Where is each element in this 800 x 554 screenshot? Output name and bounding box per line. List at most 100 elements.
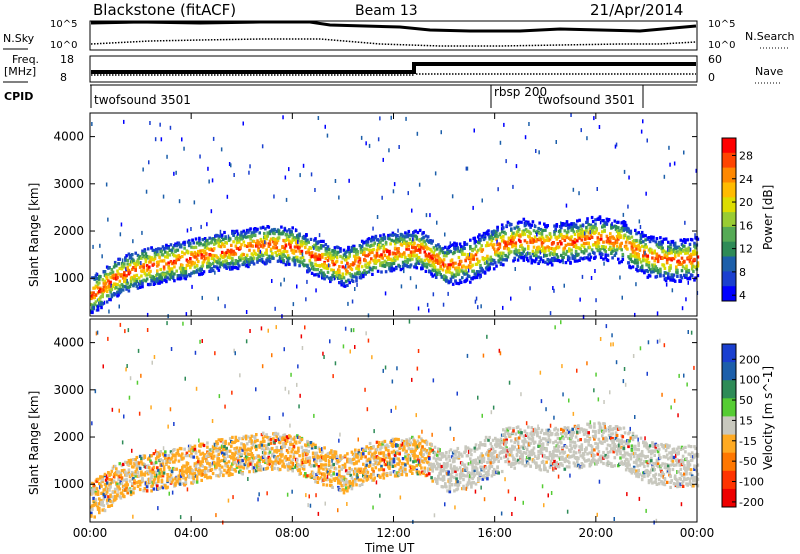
data-cell	[194, 245, 198, 249]
data-cell	[498, 245, 502, 249]
data-cell	[563, 283, 565, 288]
data-cell	[553, 288, 555, 293]
data-cell	[541, 260, 545, 264]
data-cell	[286, 467, 290, 471]
data-cell	[334, 251, 338, 255]
data-cell	[99, 275, 102, 279]
data-cell	[98, 507, 101, 511]
data-cell	[275, 241, 279, 245]
data-cell	[437, 254, 440, 258]
data-cell	[169, 407, 172, 412]
data-cell	[112, 276, 116, 280]
data-cell	[230, 243, 233, 247]
data-cell	[314, 445, 317, 450]
data-cell	[187, 475, 191, 479]
data-cell	[319, 458, 323, 462]
data-cell	[179, 454, 183, 458]
data-cell	[236, 456, 240, 460]
data-cell	[505, 159, 507, 164]
data-cell	[91, 310, 94, 315]
data-cell	[101, 278, 104, 282]
data-cell	[181, 467, 184, 471]
data-cell	[609, 236, 612, 240]
data-cell	[579, 224, 582, 228]
data-cell	[95, 331, 98, 336]
data-cell	[473, 247, 477, 251]
data-cell	[93, 515, 96, 519]
data-cell	[133, 275, 136, 279]
data-cell	[384, 291, 387, 296]
data-cell	[216, 234, 219, 238]
data-cell	[307, 449, 310, 454]
data-cell	[211, 450, 215, 454]
data-cell	[458, 278, 462, 282]
data-cell	[667, 240, 670, 244]
data-cell	[326, 266, 330, 270]
data-cell	[339, 488, 342, 493]
data-cell	[390, 265, 394, 269]
data-cell	[392, 189, 395, 194]
data-cell	[152, 480, 156, 484]
data-cell	[614, 238, 618, 242]
data-cell	[284, 175, 287, 180]
data-cell	[603, 224, 606, 228]
data-cell	[486, 260, 488, 265]
data-cell	[400, 237, 404, 241]
data-cell	[171, 261, 175, 265]
data-cell	[694, 245, 697, 249]
data-cell	[100, 503, 103, 507]
data-cell	[325, 250, 329, 254]
data-cell	[580, 234, 584, 238]
data-cell	[159, 122, 161, 127]
data-cell	[201, 460, 205, 464]
colorbar-tick-label: 24	[739, 173, 753, 186]
data-cell	[243, 463, 247, 467]
data-cell	[252, 456, 256, 460]
data-cell	[154, 457, 158, 461]
data-cell	[560, 221, 562, 226]
data-cell	[283, 277, 285, 282]
data-cell	[290, 248, 293, 252]
data-cell	[680, 269, 684, 273]
data-cell	[206, 238, 209, 242]
data-cell	[696, 237, 700, 241]
data-cell	[104, 273, 108, 277]
data-cell	[306, 452, 309, 456]
data-cell	[94, 300, 98, 304]
data-cell	[288, 239, 291, 243]
nsearch-label: N.Search	[745, 30, 795, 43]
data-cell	[327, 276, 331, 280]
data-cell	[176, 448, 180, 452]
data-cell	[516, 258, 520, 262]
data-cell	[173, 254, 176, 258]
data-cell	[537, 261, 540, 265]
data-cell	[537, 226, 540, 231]
data-cell	[425, 213, 428, 218]
data-cell	[110, 478, 114, 482]
data-cell	[242, 240, 246, 244]
data-cell	[647, 260, 651, 265]
data-cell	[154, 449, 157, 454]
data-cell	[311, 451, 315, 456]
data-cell	[470, 257, 473, 261]
data-cell	[133, 262, 136, 266]
data-cell	[672, 273, 676, 277]
data-cell	[487, 257, 490, 261]
data-cell	[151, 279, 155, 283]
data-cell	[439, 264, 442, 268]
data-cell	[539, 238, 543, 242]
data-cell	[278, 458, 282, 462]
data-cell	[162, 265, 166, 269]
data-cell	[131, 482, 134, 486]
data-cell	[676, 250, 679, 254]
data-cell	[538, 260, 541, 264]
data-cell	[615, 229, 619, 233]
data-cell	[480, 304, 482, 309]
data-cell	[617, 257, 620, 261]
data-cell	[624, 244, 628, 248]
data-cell	[404, 259, 407, 263]
data-cell	[376, 269, 380, 273]
data-cell	[329, 339, 331, 344]
data-cell	[537, 245, 540, 249]
data-cell	[432, 292, 435, 297]
